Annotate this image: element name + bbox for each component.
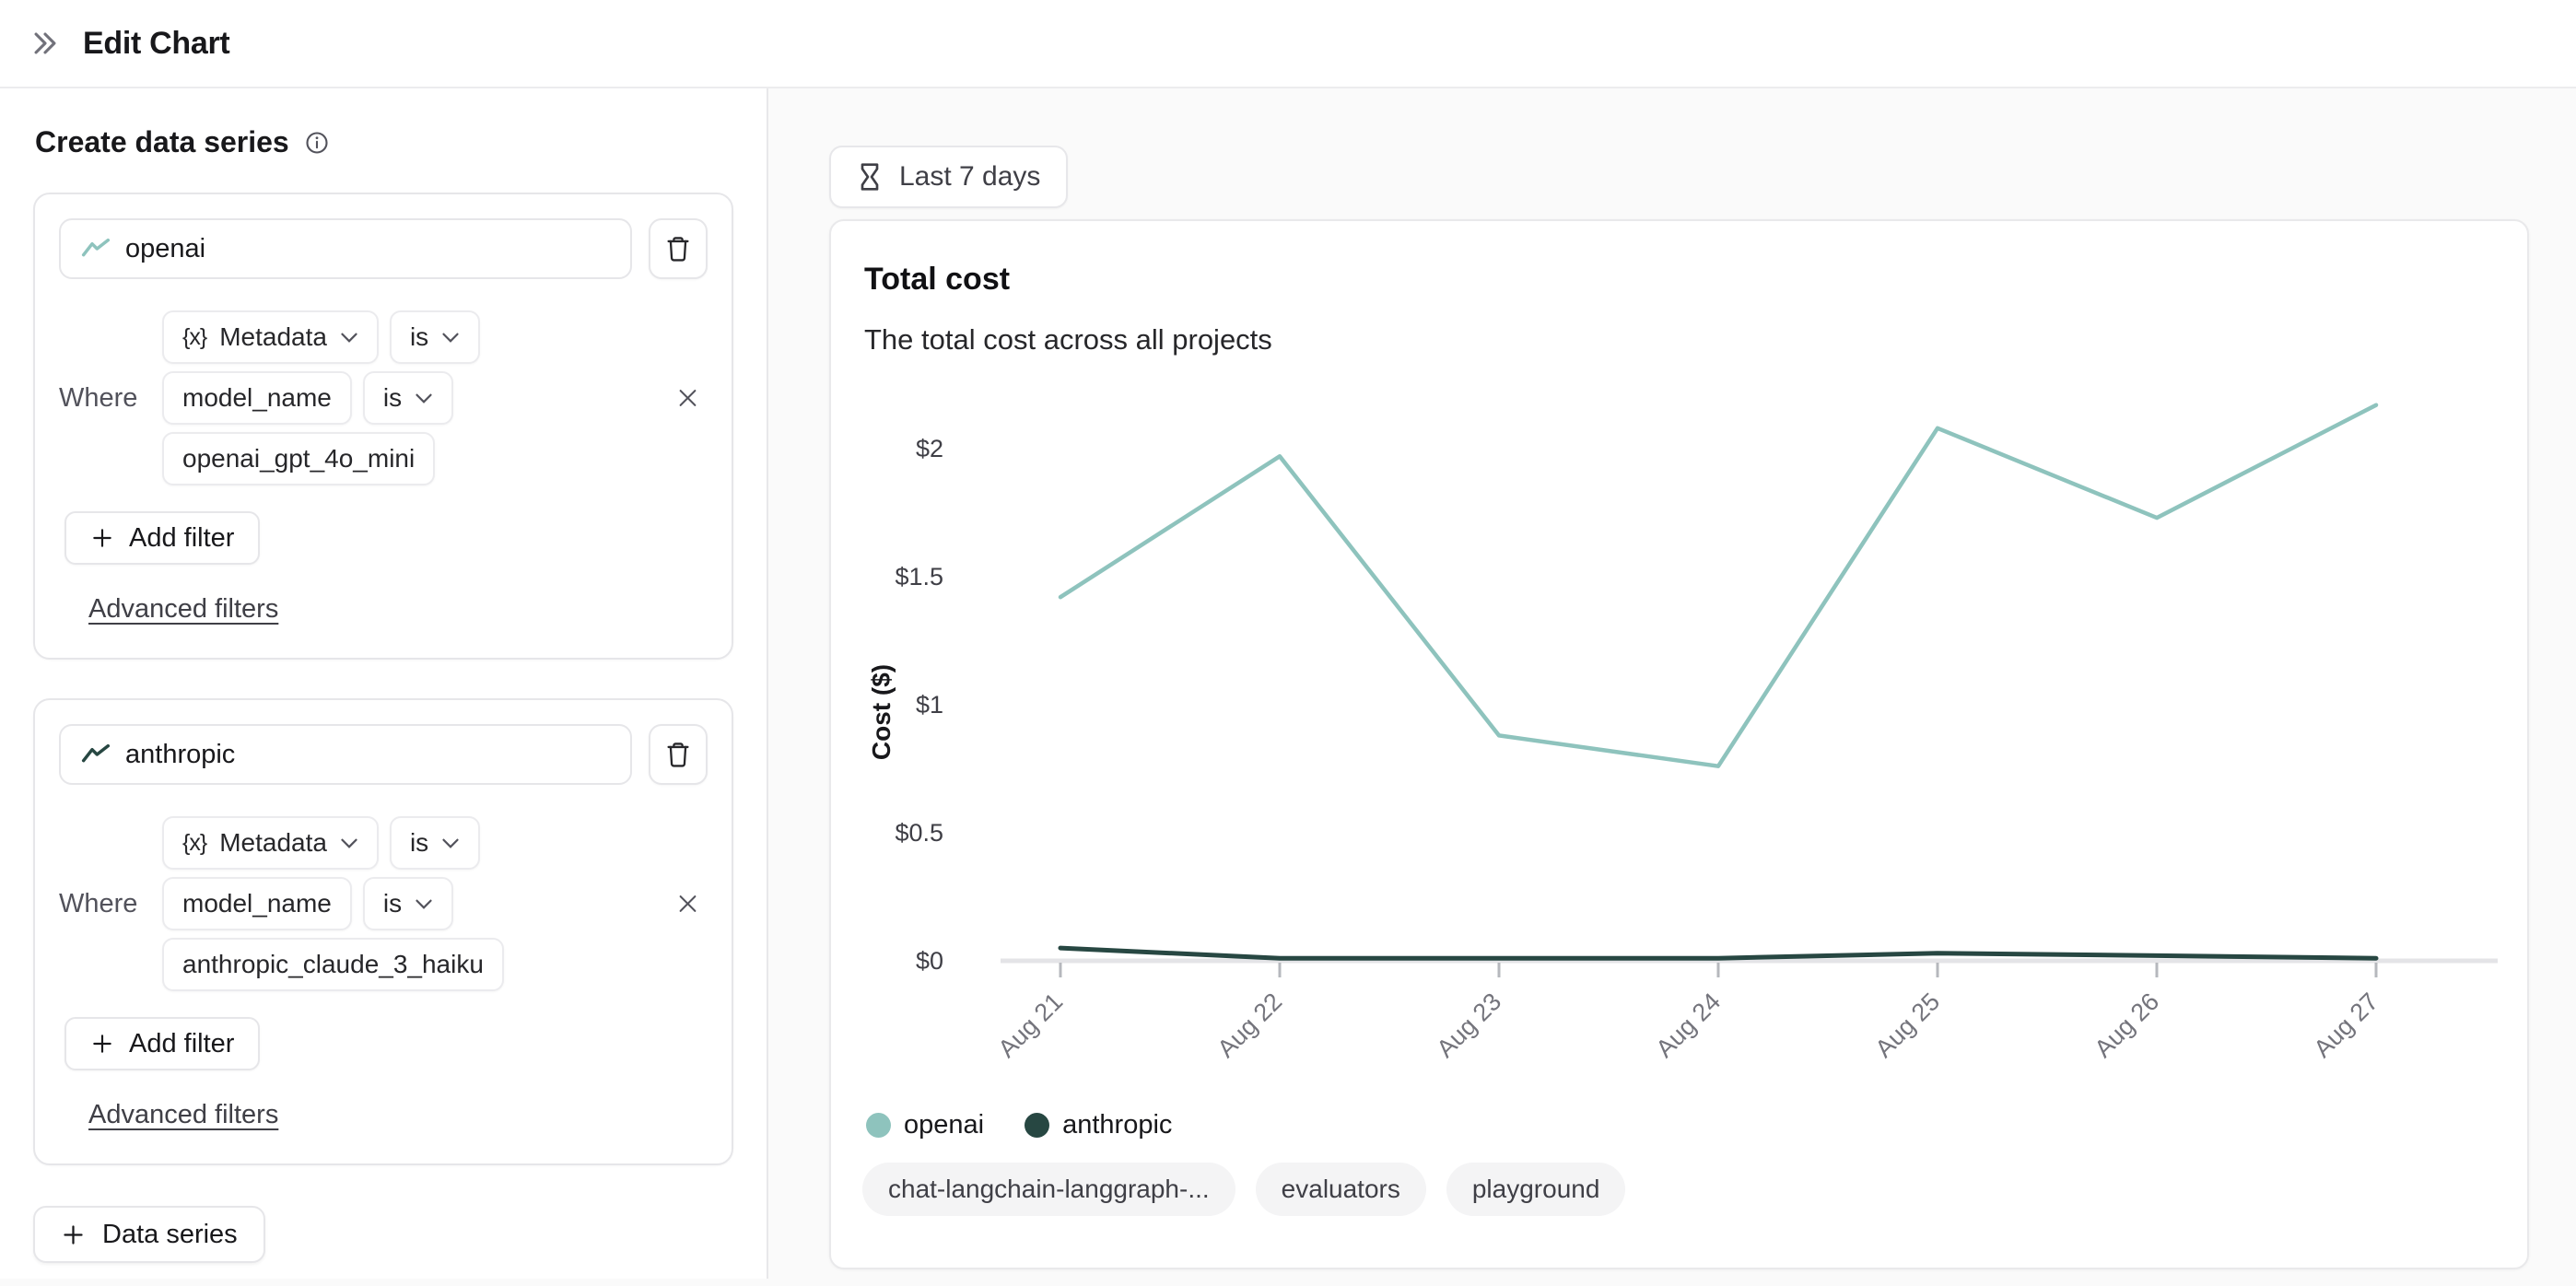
close-icon xyxy=(679,390,697,406)
svg-text:Cost ($): Cost ($) xyxy=(867,664,896,760)
section-title: Create data series xyxy=(35,125,289,158)
series-card-anthropic: Where {x} Metadata is xyxy=(33,698,733,1165)
svg-text:Aug 26: Aug 26 xyxy=(2090,988,2165,1063)
time-range-button[interactable]: Last 7 days xyxy=(829,146,1069,208)
delete-series-button[interactable] xyxy=(649,218,708,279)
advanced-filters-link[interactable]: Advanced filters xyxy=(88,1100,279,1129)
chart-subtitle: The total cost across all projects xyxy=(864,323,1272,356)
project-tag[interactable]: evaluators xyxy=(1255,1163,1426,1216)
sidebar: Create data series xyxy=(0,88,768,1279)
project-tag[interactable]: playground xyxy=(1446,1163,1626,1216)
svg-text:$2: $2 xyxy=(916,435,943,462)
filter-row: Where {x} Metadata is xyxy=(59,310,708,485)
chevron-down-icon xyxy=(416,899,432,909)
project-tag[interactable]: chat-langchain-langgraph-... xyxy=(862,1163,1235,1216)
filter-field-dropdown[interactable]: {x} Metadata xyxy=(162,816,379,870)
chevron-down-icon xyxy=(341,838,357,848)
svg-text:Aug 24: Aug 24 xyxy=(1651,988,1727,1063)
chart-legend: openai anthropic xyxy=(866,1110,2496,1140)
where-label: Where xyxy=(59,888,138,918)
project-tags: chat-langchain-langgraph-... evaluators … xyxy=(862,1163,2496,1216)
svg-text:Aug 25: Aug 25 xyxy=(1870,988,1946,1063)
trend-line-icon xyxy=(81,238,111,257)
plus-icon xyxy=(93,529,111,547)
hourglass-icon xyxy=(861,163,879,191)
svg-text:Aug 27: Aug 27 xyxy=(2309,988,2384,1063)
delete-series-button[interactable] xyxy=(649,724,708,785)
info-icon[interactable] xyxy=(304,130,330,156)
legend-dot xyxy=(866,1113,891,1138)
svg-text:Aug 22: Aug 22 xyxy=(1212,988,1288,1063)
series-name-input[interactable] xyxy=(125,233,610,264)
chart-card: Total cost The total cost across all pro… xyxy=(829,219,2529,1269)
page-title: Edit Chart xyxy=(83,25,230,61)
trash-icon xyxy=(667,237,689,262)
trend-line-icon xyxy=(81,743,111,763)
line-chart[interactable]: $0 $0.5 $1 $1.5 $2 Cost ($) Aug 21 Aug 22 Aug 23… xyxy=(862,390,2498,1108)
chart-title: Total cost xyxy=(864,262,1011,297)
metadata-braces-icon: {x} xyxy=(182,829,207,856)
main-area: Last 7 days Total cost The total cost ac… xyxy=(768,88,2576,1286)
plus-icon xyxy=(64,1224,83,1245)
svg-text:$0: $0 xyxy=(916,947,943,975)
svg-text:$0.5: $0.5 xyxy=(895,819,943,847)
collapse-panel-button[interactable] xyxy=(28,28,63,59)
remove-filter-button[interactable] xyxy=(675,892,700,917)
series-name-field-openai xyxy=(59,218,632,279)
advanced-filters-link[interactable]: Advanced filters xyxy=(88,594,279,624)
series-name-input[interactable] xyxy=(125,739,610,770)
plus-icon xyxy=(93,1035,111,1053)
filter-key-operator-dropdown[interactable]: is xyxy=(362,371,454,425)
chevron-down-icon xyxy=(416,393,432,403)
remove-filter-button[interactable] xyxy=(675,386,700,411)
chevron-down-icon xyxy=(341,333,357,343)
filter-key-field[interactable]: model_name xyxy=(162,371,352,425)
double-chevron-right-icon xyxy=(34,32,56,54)
series-card-openai: Where {x} Metadata is xyxy=(33,193,733,660)
svg-text:Aug 21: Aug 21 xyxy=(993,988,1069,1063)
where-label: Where xyxy=(59,382,138,413)
trash-icon xyxy=(667,742,689,767)
filter-value-field[interactable]: anthropic_claude_3_haiku xyxy=(162,938,504,991)
header: Edit Chart xyxy=(0,0,2576,88)
svg-text:Aug 23: Aug 23 xyxy=(1432,988,1507,1063)
chevron-down-icon xyxy=(442,838,459,848)
filter-key-field[interactable]: model_name xyxy=(162,877,352,930)
svg-text:$1.5: $1.5 xyxy=(895,563,943,590)
metadata-braces-icon: {x} xyxy=(182,323,207,350)
legend-item-anthropic[interactable]: anthropic xyxy=(1025,1110,1172,1140)
add-data-series-button[interactable]: Data series xyxy=(33,1206,265,1263)
filter-value-field[interactable]: openai_gpt_4o_mini xyxy=(162,432,436,485)
filter-field-operator-dropdown[interactable]: is xyxy=(389,310,481,364)
add-filter-button[interactable]: Add filter xyxy=(64,1017,261,1070)
filter-key-operator-dropdown[interactable]: is xyxy=(362,877,454,930)
filter-field-dropdown[interactable]: {x} Metadata xyxy=(162,310,379,364)
chevron-down-icon xyxy=(442,333,459,343)
filter-field-operator-dropdown[interactable]: is xyxy=(389,816,481,870)
add-filter-button[interactable]: Add filter xyxy=(64,511,261,565)
series-name-field-anthropic xyxy=(59,724,632,785)
close-icon xyxy=(679,895,697,912)
legend-item-openai[interactable]: openai xyxy=(866,1110,984,1140)
svg-text:$1: $1 xyxy=(916,691,943,719)
legend-dot xyxy=(1025,1113,1050,1138)
filter-row: Where {x} Metadata is xyxy=(59,816,708,991)
